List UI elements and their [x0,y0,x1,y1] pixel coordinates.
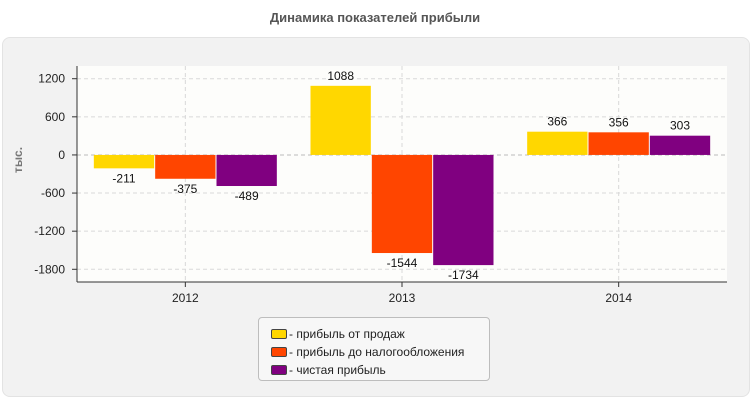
bar [155,154,216,179]
data-label: -1544 [387,256,418,270]
legend-label-net-profit: - чистая прибыль [289,363,386,377]
y-tick-label: 600 [45,110,65,124]
bar [216,154,277,187]
bars [93,85,711,266]
data-label: -1734 [448,268,479,282]
bar [371,154,433,254]
bar [649,135,711,155]
data-label: 1088 [327,69,354,83]
bar [310,85,371,155]
bar [93,154,155,169]
data-label: 366 [547,115,567,129]
legend-swatch-net-profit [271,365,287,375]
chart-legend: - прибыль от продаж - прибыль до налогоо… [258,317,490,381]
data-label: -375 [173,182,197,196]
legend-swatch-sales-profit [271,329,287,339]
x-tick-label: 2014 [605,291,632,305]
legend-item-pretax-profit: - прибыль до налогообложения [271,343,489,361]
x-tick-label: 2013 [389,291,416,305]
bar [588,132,649,155]
labels: 1200 600 0 -600 -1200 -1800 2012 -211 -375 -489 20… [34,69,690,305]
legend-swatch-pretax-profit [271,347,287,357]
bar [433,154,494,266]
legend-item-net-profit: - чистая прибыль [271,361,489,379]
chart-title: Динамика показателей прибыли [269,10,481,25]
data-label: -489 [235,189,259,203]
x-tick-label: 2012 [172,291,199,305]
axes [72,66,727,287]
bar [527,131,588,155]
y-tick-label: -1800 [34,262,65,276]
y-tick-label: -1200 [34,224,65,238]
y-tick-label: 0 [58,148,65,162]
y-axis-label: тыс. [11,147,25,173]
legend-label-sales-profit: - прибыль от продаж [289,327,405,341]
y-tick-label: 1200 [38,72,65,86]
data-label: -211 [112,171,135,185]
legend-item-sales-profit: - прибыль от продаж [271,325,489,343]
data-label: 356 [609,115,629,129]
y-tick-label: -600 [41,186,65,200]
data-label: 303 [670,119,690,133]
legend-label-pretax-profit: - прибыль до налогообложения [289,345,465,359]
